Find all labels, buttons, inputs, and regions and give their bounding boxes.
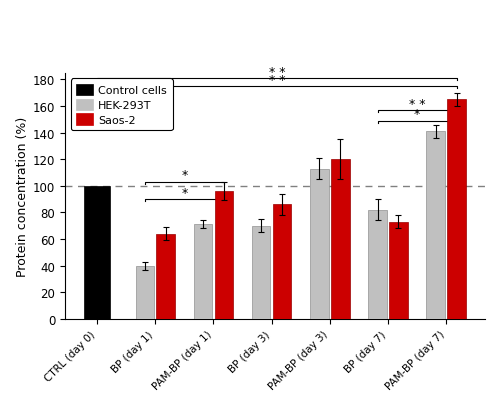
Text: *: *	[182, 186, 188, 199]
Bar	[426, 132, 445, 319]
Text: * *: * *	[268, 74, 285, 86]
Bar	[273, 205, 291, 319]
Bar	[214, 192, 234, 319]
Legend: Control cells, HEK-293T, Saos-2: Control cells, HEK-293T, Saos-2	[70, 79, 172, 131]
Bar	[252, 226, 270, 319]
Bar	[84, 187, 110, 319]
Bar	[156, 234, 175, 319]
Text: * *: * *	[409, 97, 426, 110]
Bar	[310, 169, 328, 319]
Text: *: *	[182, 169, 188, 182]
Text: * *: * *	[268, 65, 285, 79]
Bar	[389, 222, 407, 319]
Bar	[368, 210, 387, 319]
Y-axis label: Protein concentration (%): Protein concentration (%)	[16, 117, 28, 276]
Bar	[331, 160, 349, 319]
Bar	[136, 266, 154, 319]
Bar	[194, 225, 212, 319]
Text: *: *	[414, 108, 420, 121]
Bar	[448, 100, 466, 319]
